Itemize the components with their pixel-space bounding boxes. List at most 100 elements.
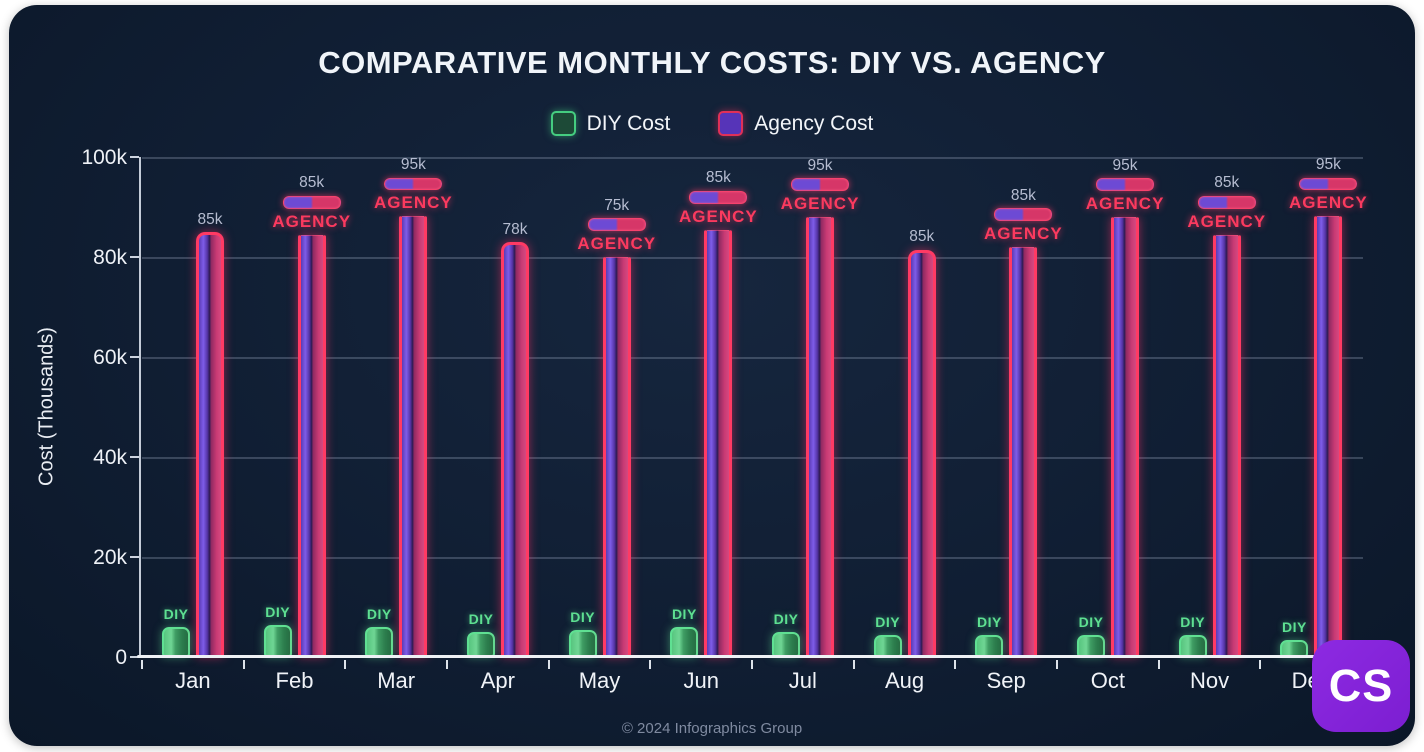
agency-bar-group: 95k AGENCY [1086, 157, 1163, 657]
diy-bar-group: DIY [873, 157, 902, 657]
agency-bar-label: AGENCY [679, 206, 758, 226]
x-tick-mark [547, 660, 550, 669]
agency-bar [399, 216, 428, 657]
x-axis-label: Jun [683, 668, 719, 693]
y-tick-label: 20k [93, 546, 127, 569]
agency-bar-group: 85k AGENCY [272, 157, 350, 657]
agency-bar-group: 75k AGENCY [577, 157, 655, 657]
month-group: DIY 85k AGENCY [649, 157, 757, 669]
gridline [142, 157, 1363, 159]
agency-value-label: 85k [705, 169, 731, 186]
y-tick-mark [130, 556, 139, 558]
x-tick-mark [852, 660, 855, 669]
diy-bar [1178, 634, 1207, 657]
agency-bar [806, 217, 835, 657]
diy-bar [162, 627, 190, 657]
diy-bar [467, 632, 496, 657]
diy-bar-group: DIY [467, 157, 496, 657]
cs-logo: CS [1312, 640, 1410, 732]
legend-item-agency: Agency Cost [718, 111, 873, 136]
y-tick-mark [130, 656, 139, 658]
agency-bar [1111, 217, 1140, 657]
month-group: DIY 75k AGENCY [547, 157, 655, 669]
gridline [142, 457, 1363, 459]
month-group: DIY 95k AGENCY [344, 156, 452, 669]
agency-value-label: 95k [807, 156, 833, 174]
diy-bar-group: DIY [365, 157, 394, 657]
x-tick-mark [344, 660, 347, 669]
y-axis-title: Cost (Thousands) [35, 327, 58, 486]
diy-bar-label: DIY [163, 606, 189, 622]
x-tick-mark [242, 660, 245, 669]
agency-value-label: 85k [197, 210, 223, 228]
diy-bar-label: DIY [265, 603, 291, 620]
agency-bar-cap [1096, 178, 1155, 191]
agency-bar-label: AGENCY [780, 194, 860, 213]
diy-legend-swatch-icon [550, 111, 576, 136]
agency-bar [1314, 216, 1343, 657]
x-tick-mark [1259, 660, 1262, 669]
agency-bar [907, 249, 936, 657]
agency-value-label: 85k [1010, 186, 1036, 204]
diy-bar [975, 634, 1004, 657]
diy-bar-label: DIY [366, 606, 392, 622]
x-tick-mark [446, 660, 449, 669]
x-axis-label: Jul [788, 668, 817, 693]
diy-bar-label: DIY [1281, 618, 1307, 635]
agency-bar [602, 257, 631, 657]
month-group: DIY 85k AGENCY [954, 157, 1062, 669]
agency-bar-label: AGENCY [577, 234, 657, 253]
agency-bar-cap [1299, 177, 1358, 191]
y-tick-label: 0 [115, 646, 127, 669]
plot-area: DIY 85k DIY 85k AGENCY DIY 95k AGENCY DIY 78k DIY 7… [141, 156, 1367, 669]
diy-bar-label: DIY [1078, 613, 1104, 630]
agency-legend-label: Agency Cost [754, 111, 874, 135]
agency-bar [1009, 247, 1038, 657]
agency-bar [501, 242, 530, 657]
x-axis-label: Mar [377, 668, 416, 693]
agency-value-label: 95k [400, 156, 426, 173]
diy-bar [263, 624, 292, 657]
diy-bar [873, 634, 902, 657]
agency-bar-cap [587, 218, 646, 231]
diy-bar [670, 627, 699, 657]
agency-bar-group: 95k AGENCY [374, 156, 452, 657]
y-tick-mark [130, 456, 139, 458]
chart-title: COMPARATIVE MONTHLY COSTS: DIY VS. AGENC… [318, 45, 1106, 80]
agency-bar-group: 85k AGENCY [984, 157, 1062, 657]
agency-value-label: 95k [1315, 156, 1341, 173]
agency-value-label: 85k [909, 228, 935, 245]
month-group: DIY 78k [446, 157, 549, 669]
agency-bar [297, 234, 326, 657]
agency-value-label: 85k [1214, 174, 1240, 191]
agency-bar-cap [994, 208, 1053, 221]
diy-bar-label: DIY [671, 606, 697, 622]
diy-bar-label: DIY [570, 608, 596, 625]
agency-bar-label: AGENCY [1085, 194, 1165, 213]
gridline [142, 357, 1363, 359]
month-group: DIY 85k [852, 157, 956, 669]
y-tick-label: 80k [93, 246, 127, 269]
diy-bar [772, 632, 801, 657]
copyright-credit: © 2024 Infographics Group [621, 720, 803, 737]
agency-bar-label: AGENCY [272, 211, 352, 231]
agency-value-label: 75k [604, 196, 630, 214]
diy-bar-label: DIY [773, 611, 799, 627]
x-axis-label: Feb [275, 668, 314, 693]
agency-bar [196, 232, 224, 657]
y-tick-mark [130, 356, 139, 358]
agency-bar-cap [689, 190, 748, 204]
x-tick-mark [1056, 660, 1059, 669]
agency-bar-cap [791, 178, 850, 191]
y-tick-label: 40k [93, 446, 127, 469]
x-tick-mark [649, 660, 652, 669]
cs-logo-text: CS [1328, 660, 1394, 711]
agency-bar-group: 78k [501, 157, 530, 657]
x-tick-mark [1157, 660, 1160, 669]
agency-bar-label: AGENCY [1187, 211, 1267, 231]
x-axis-label: Jan [175, 668, 211, 693]
y-tick-mark [130, 156, 139, 158]
x-axis-label: Oct [1090, 668, 1125, 693]
y-tick-label: 60k [93, 346, 127, 369]
